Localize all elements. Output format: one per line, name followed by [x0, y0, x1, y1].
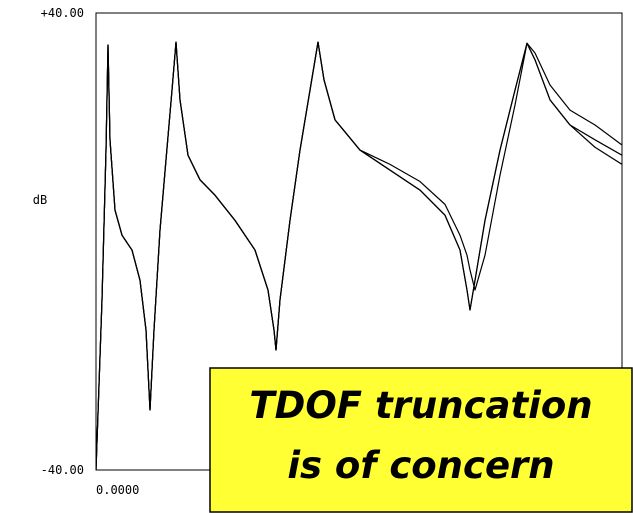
y-tick-label: -40.00: [41, 463, 84, 477]
y-axis-label: dB: [33, 193, 47, 207]
x-tick-label: 0.0000: [96, 483, 139, 497]
annotation-box: [209, 367, 633, 513]
plot-area: [96, 41, 622, 471]
frf-line: [96, 41, 622, 471]
annotation: TDOF truncation: [249, 384, 592, 427]
y-tick-label: +40.00: [41, 6, 84, 20]
annotation: is of concern: [287, 444, 554, 487]
